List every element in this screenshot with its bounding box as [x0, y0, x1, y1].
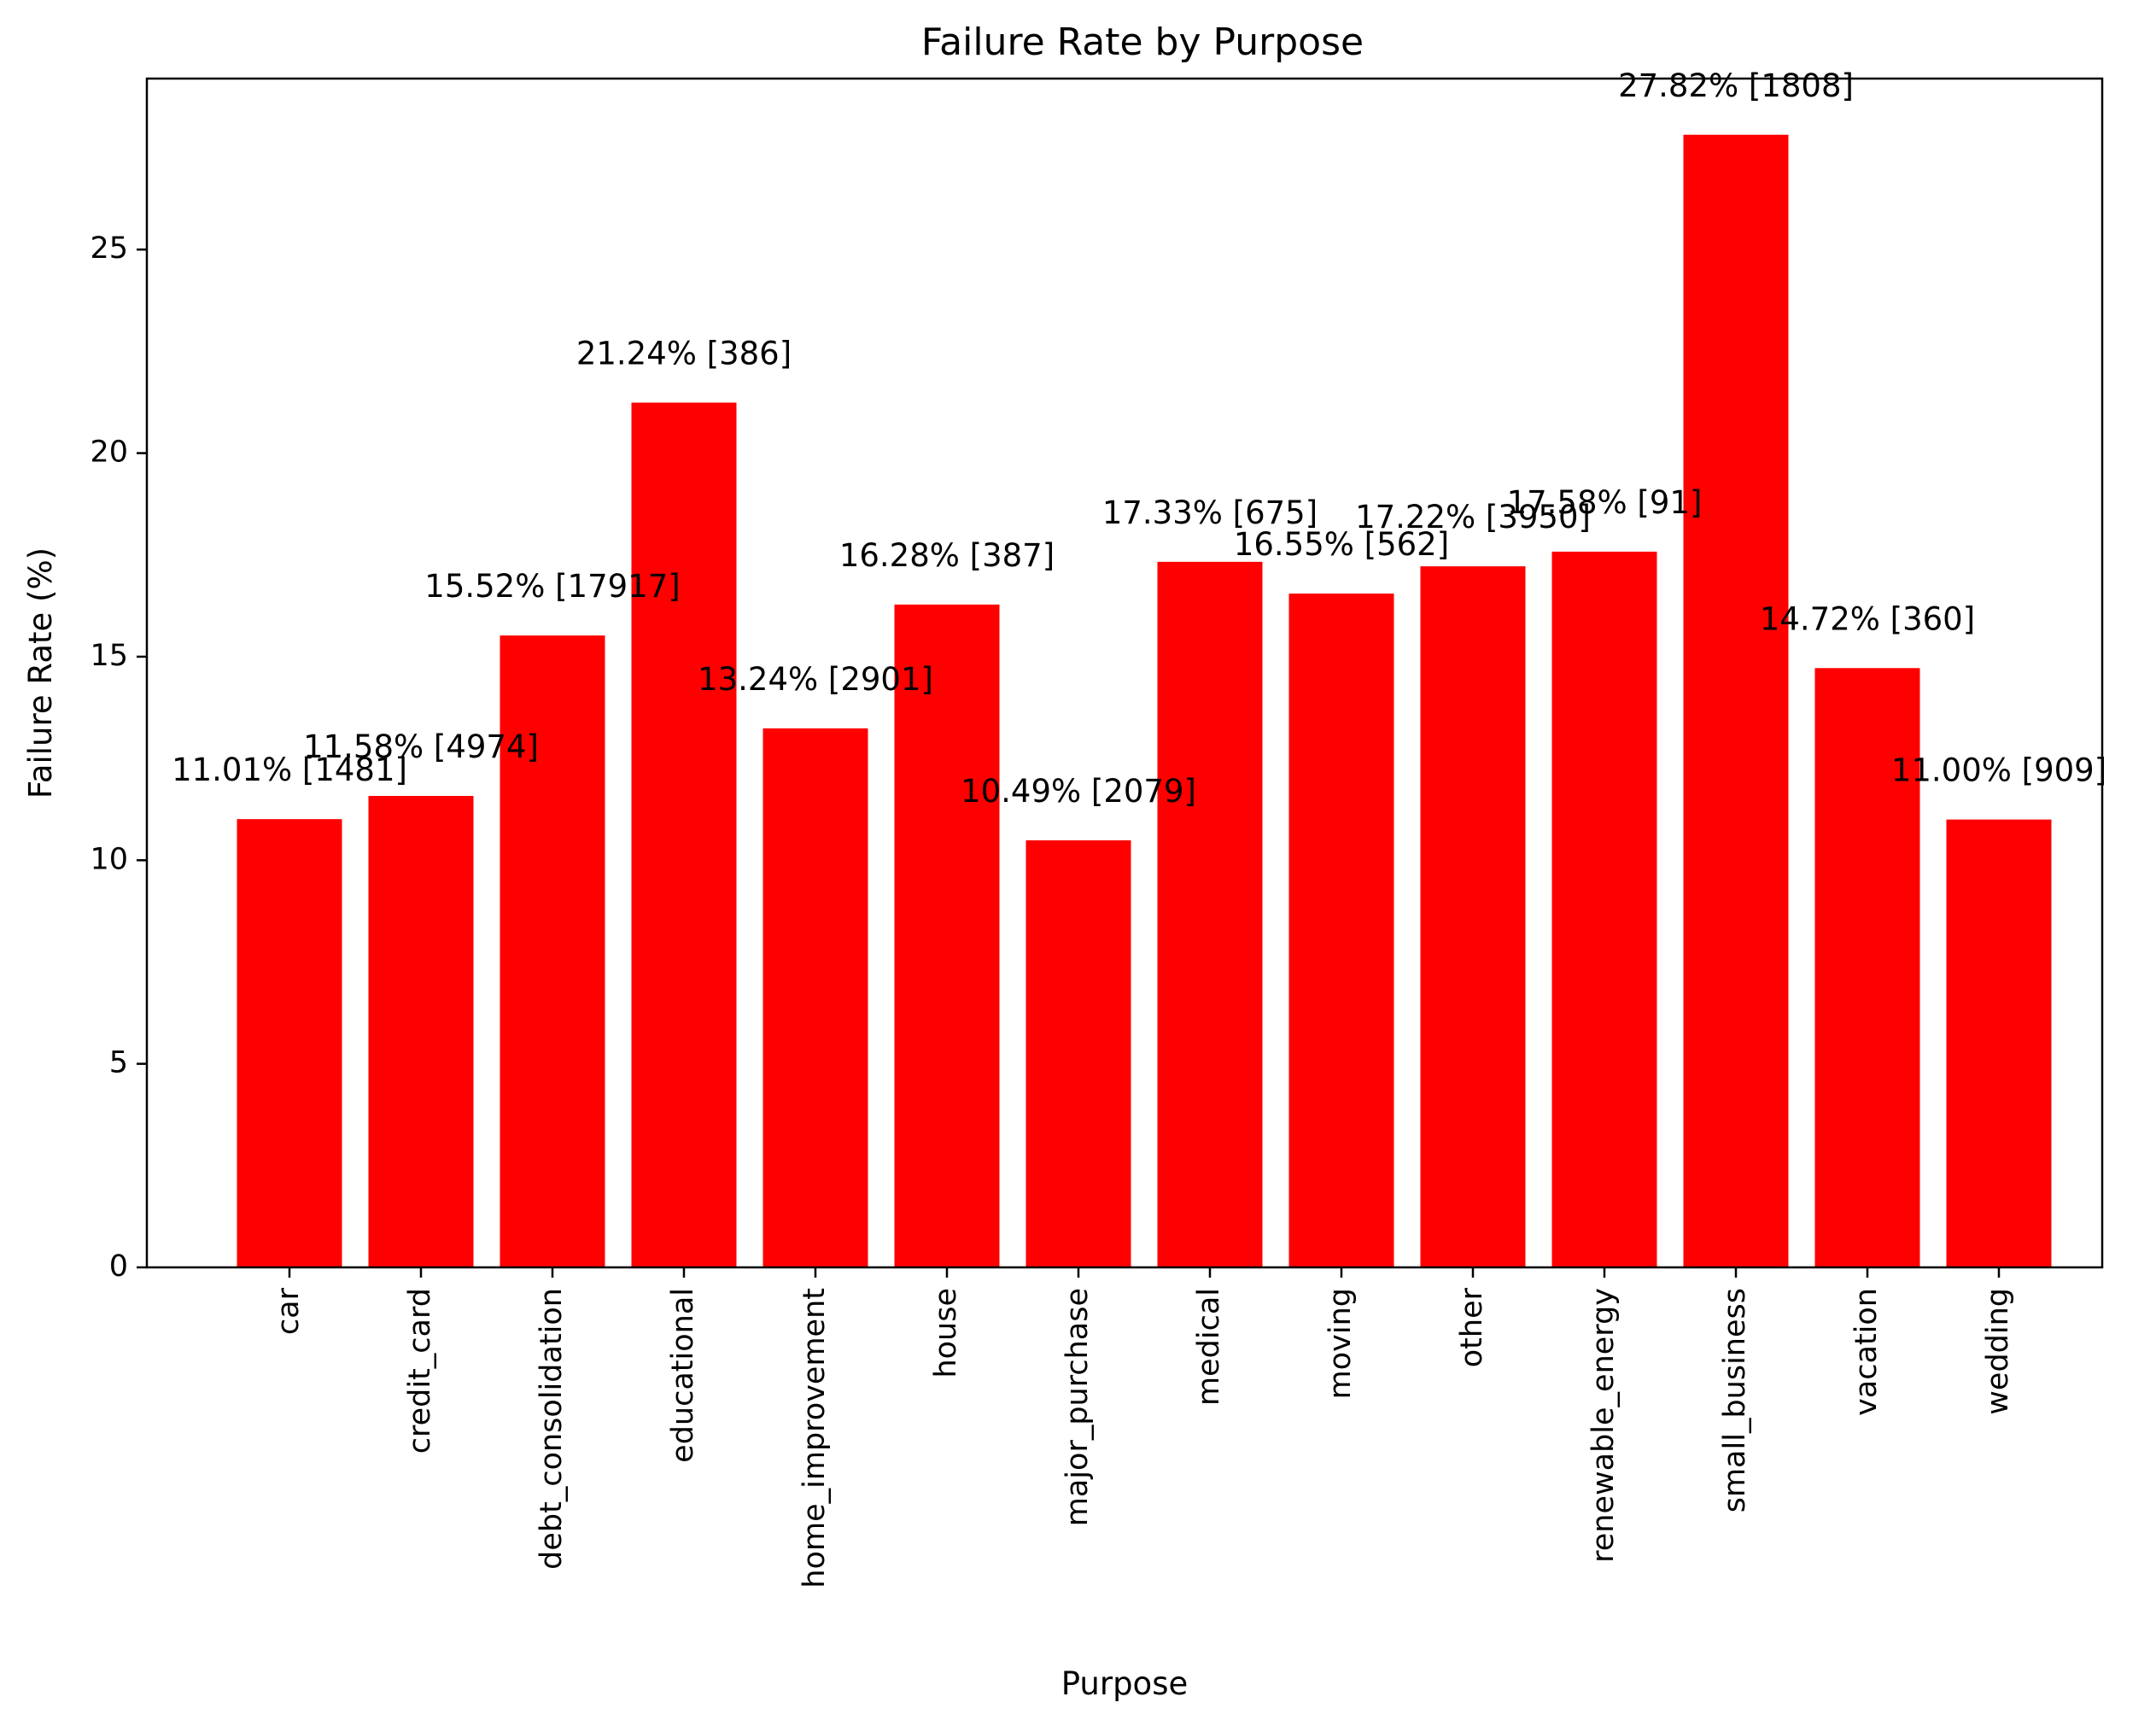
- data-label-vacation: 14.72% [360]: [1760, 600, 1975, 637]
- x-tick-label-medical: medical: [1192, 1288, 1226, 1406]
- x-tick-label-house: house: [929, 1288, 963, 1378]
- x-tick-label-home-improvement: home_improvement: [798, 1288, 832, 1588]
- x-tick-label-wedding: wedding: [1981, 1288, 2015, 1415]
- data-label-wedding: 11.00% [909]: [1891, 752, 2106, 789]
- x-tick-label-small-business: small_business: [1718, 1288, 1752, 1512]
- bar-small-business: [1683, 134, 1789, 1268]
- y-tick-label-25: 25: [90, 231, 128, 266]
- x-tick-label-major-purchase: major_purchase: [1060, 1288, 1095, 1526]
- y-axis: 0 5 10 15 20 25: [90, 231, 147, 1284]
- bar-moving: [1288, 594, 1394, 1267]
- x-tick-label-vacation: vacation: [1849, 1288, 1884, 1416]
- x-tick-label-car: car: [272, 1287, 306, 1335]
- data-label-credit-card: 11.58% [4974]: [303, 728, 539, 765]
- data-label-moving: 16.55% [562]: [1234, 526, 1449, 563]
- bar-major-purchase: [1025, 840, 1131, 1267]
- x-tick-label-moving: moving: [1323, 1288, 1358, 1399]
- y-tick-label-0: 0: [109, 1249, 128, 1284]
- bar-educational: [631, 402, 737, 1267]
- data-label-home-improvement: 13.24% [2901]: [698, 661, 933, 698]
- x-tick-label-debt-consolidation: debt_consolidation: [535, 1288, 569, 1570]
- y-tick-label-10: 10: [90, 842, 128, 876]
- data-label-renewable-energy: 17.58% [91]: [1507, 484, 1703, 521]
- y-tick-label-20: 20: [90, 436, 128, 470]
- bar-house: [894, 604, 1000, 1267]
- x-tick-label-educational: educational: [666, 1288, 700, 1463]
- x-tick-label-other: other: [1455, 1287, 1489, 1367]
- bar-renewable-energy: [1551, 551, 1657, 1267]
- y-tick-label-15: 15: [90, 639, 128, 673]
- data-label-small-business: 27.82% [1808]: [1618, 67, 1854, 104]
- bar-credit-card: [368, 795, 474, 1267]
- chart-title: Failure Rate by Purpose: [921, 20, 1364, 64]
- bar-home-improvement: [762, 728, 868, 1267]
- bar-group: [237, 134, 2052, 1268]
- data-label-debt-consolidation: 15.52% [17917]: [424, 568, 680, 605]
- data-label-medical: 17.33% [675]: [1102, 494, 1318, 531]
- data-label-group: 11.01% [1481]11.58% [4974] 15.52% [17917]…: [172, 67, 2106, 810]
- data-label-major-purchase: 10.49% [2079]: [961, 773, 1196, 810]
- bar-wedding: [1946, 819, 2052, 1267]
- x-tick-label-credit-card: credit_card: [403, 1288, 437, 1454]
- bar-medical: [1157, 561, 1263, 1267]
- bar-car: [237, 819, 342, 1267]
- plot-frame: [145, 77, 2104, 1269]
- y-tick-label-5: 5: [109, 1046, 128, 1080]
- bar-debt-consolidation: [500, 635, 605, 1267]
- y-axis-label: Failure Rate (%): [22, 547, 59, 799]
- data-label-other: 17.22% [3950]: [1355, 499, 1591, 535]
- data-label-educational: 21.24% [386]: [576, 335, 792, 371]
- x-tick-label-renewable-energy: renewable_energy: [1586, 1288, 1621, 1563]
- bar-other: [1420, 566, 1526, 1267]
- x-axis-label: Purpose: [1061, 1665, 1189, 1702]
- bar-vacation: [1814, 668, 1920, 1267]
- x-axis: car credit_card debt_consolidation educatio…: [272, 1267, 2015, 1588]
- data-label-car: 11.01% [1481]: [172, 752, 407, 788]
- data-label-house: 16.28% [387]: [839, 537, 1055, 574]
